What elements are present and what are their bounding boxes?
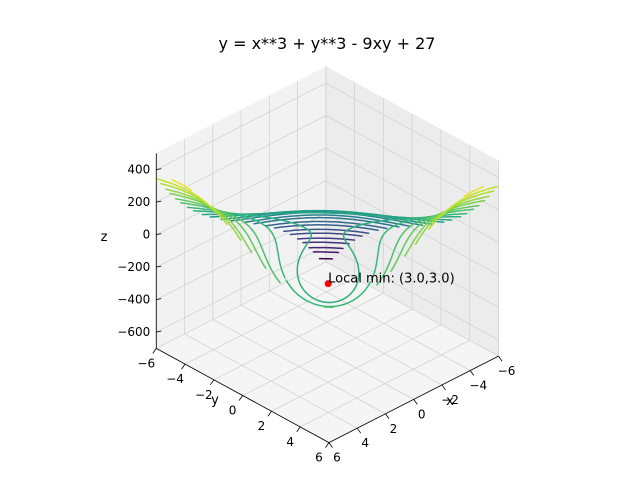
x-tick-label: −4 [166, 372, 184, 386]
y-tick-label: −6 [498, 364, 516, 378]
z-tick-label: −200 [117, 260, 150, 274]
x-tick-label: 0 [229, 404, 237, 418]
y-tick-label: 2 [390, 422, 398, 436]
x-tick-label: 4 [286, 435, 294, 449]
contour-line [313, 252, 338, 253]
z-tick-label: 0 [143, 228, 151, 242]
z-tick-label: 200 [127, 195, 150, 209]
z-tick-label: −600 [117, 325, 150, 339]
chart-title: y = x**3 + y**3 - 9xy + 27 [219, 34, 436, 53]
z-tick-label: −400 [117, 293, 150, 307]
z-tick-label: 400 [127, 163, 150, 177]
local-min-label: Local min: (3.0,3.0) [328, 272, 454, 287]
y-axis-label: y [211, 393, 219, 408]
y-tick-label: 0 [418, 407, 426, 421]
x-tick-label: 2 [258, 419, 266, 433]
y-tick-label: 6 [333, 451, 341, 465]
y-tick-label: −4 [469, 379, 487, 393]
z-axis-label: z [101, 230, 108, 245]
x-tick-label: −2 [195, 388, 213, 402]
x-tick-label: −6 [137, 356, 155, 370]
x-axis-label: x [446, 394, 454, 409]
annotation-layer: Local min: (3.0,3.0) [325, 272, 455, 288]
y-tick-label: 4 [361, 436, 369, 450]
x-tick-label: 6 [315, 451, 323, 465]
